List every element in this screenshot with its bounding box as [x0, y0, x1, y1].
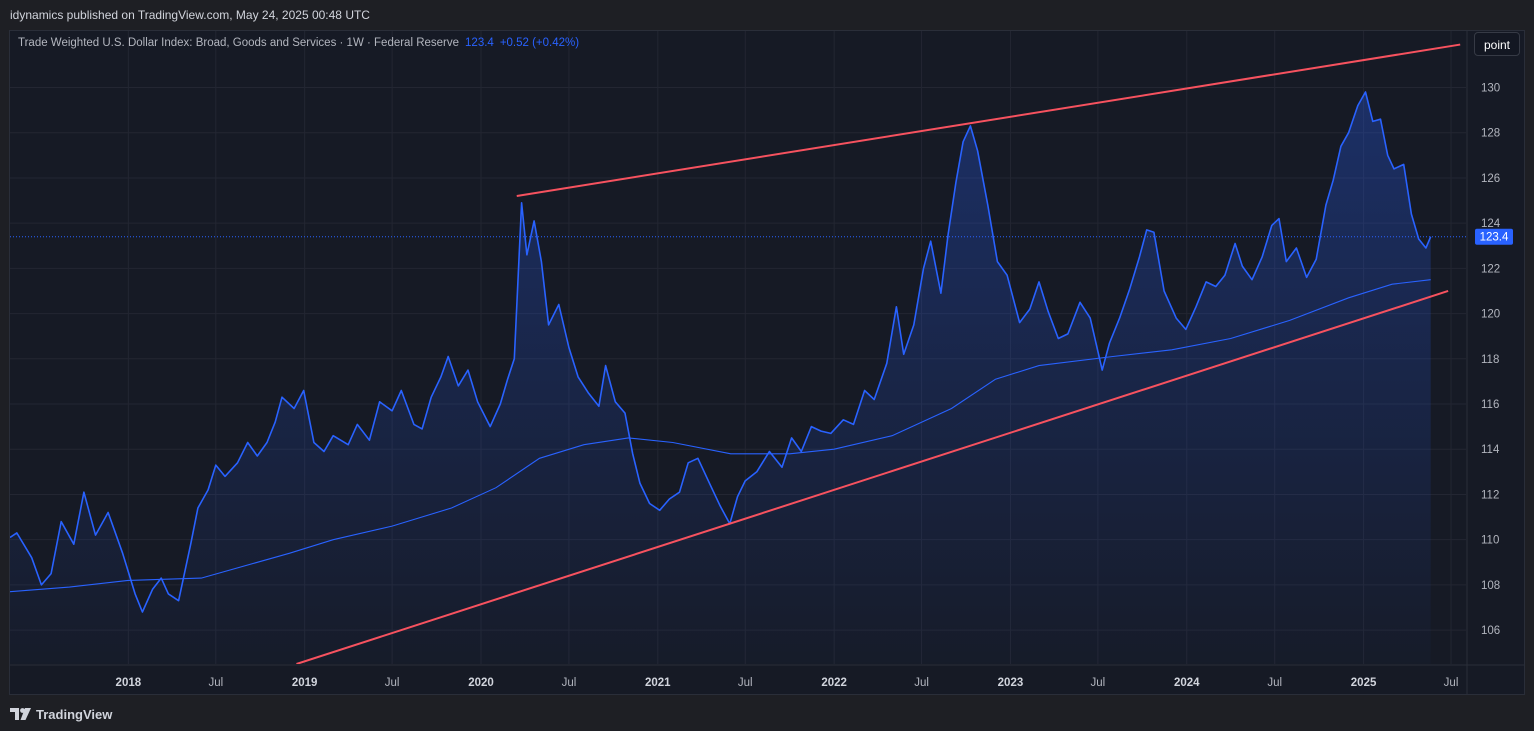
publisher-line: idynamics published on TradingView.com, … — [10, 8, 370, 22]
y-tick-label: 124 — [1481, 218, 1501, 230]
x-tick-label: Jul — [562, 677, 577, 689]
last-price-tag-bg — [1475, 228, 1513, 245]
x-tick-label: Jul — [385, 677, 400, 689]
y-tick-label: 108 — [1481, 580, 1500, 592]
legend-change: +0.52 (+0.42%) — [499, 37, 580, 49]
x-tick-label: 2020 — [468, 677, 494, 689]
x-tick-label: 2021 — [645, 677, 671, 689]
moving-average-line — [10, 279, 1431, 593]
legend-title: Trade Weighted U.S. Dollar Index: Broad,… — [18, 37, 460, 49]
x-tick-label: 2022 — [821, 677, 847, 689]
x-tick-label: 2025 — [1351, 677, 1377, 689]
y-axis: 106 108 110 112 114 116 118 120 122 124 126 128 130 — [1481, 83, 1501, 638]
y-tick-label: 118 — [1481, 354, 1499, 366]
footer: TradingView — [10, 704, 112, 724]
x-tick-label: 2023 — [998, 677, 1024, 689]
x-tick-label: Jul — [1091, 677, 1106, 689]
y-tick-label: 112 — [1481, 489, 1499, 501]
y-tick-label: 106 — [1481, 625, 1500, 637]
footer-brand: TradingView — [36, 706, 113, 722]
legend-value: 123.4 — [465, 37, 494, 49]
x-tick-label: Jul — [208, 677, 223, 689]
trendline — [516, 43, 1461, 198]
y-tick-label: 122 — [1481, 263, 1500, 275]
x-tick-label: 2018 — [116, 677, 142, 689]
top-bar: idynamics published on TradingView.com, … — [0, 0, 1534, 30]
scale-button[interactable]: point — [1474, 32, 1520, 56]
x-tick-label: Jul — [738, 677, 753, 689]
y-tick-label: 130 — [1481, 83, 1500, 95]
trendline — [296, 290, 1449, 664]
x-tick-label: Jul — [1444, 677, 1459, 689]
y-tick-label: 126 — [1481, 173, 1500, 185]
y-tick-label: 128 — [1481, 128, 1500, 140]
tradingview-logo-icon — [10, 708, 31, 720]
x-tick-label: 2019 — [292, 677, 318, 689]
series-legend: Trade Weighted U.S. Dollar Index: Broad,… — [18, 35, 579, 51]
y-tick-label: 120 — [1481, 309, 1500, 321]
series-area-fill — [10, 92, 1431, 664]
y-tick-label: 116 — [1481, 399, 1499, 411]
plot-layer — [10, 43, 1461, 664]
x-tick-label: Jul — [914, 677, 929, 689]
x-axis: 2018 Jul 2019 Jul 2020 Jul 2021 Jul 2022 Jul 2023 J… — [116, 677, 1459, 689]
series-line — [10, 91, 1432, 613]
x-tick-label: 2024 — [1174, 677, 1200, 689]
y-tick-label: 110 — [1481, 535, 1499, 547]
y-tick-label: 114 — [1481, 444, 1500, 456]
last-price-tag-label: 123.4 — [1480, 232, 1509, 244]
x-tick-label: Jul — [1267, 677, 1282, 689]
price-tag-layer: 123.4 — [1475, 228, 1513, 245]
